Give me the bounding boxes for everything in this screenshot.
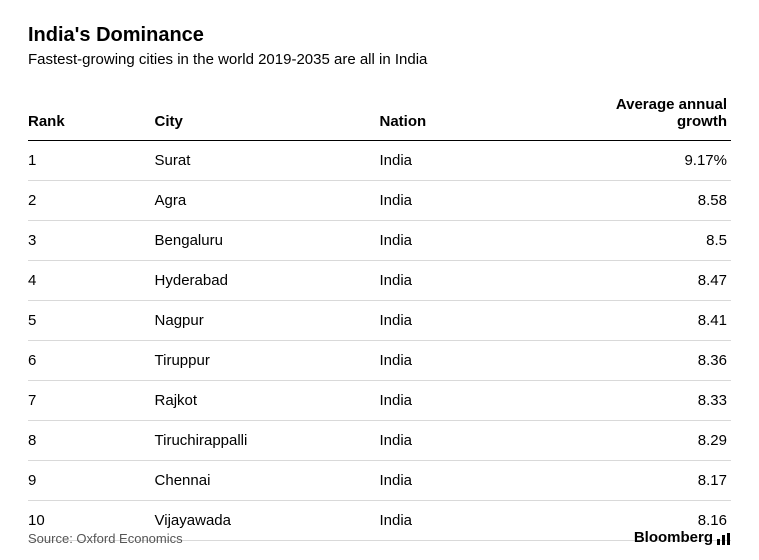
brand-text: Bloomberg bbox=[634, 529, 713, 546]
table-row: 8TiruchirappalliIndia8.29 bbox=[28, 421, 731, 461]
col-header-city: City bbox=[155, 86, 380, 141]
table-cell: 4 bbox=[28, 261, 155, 301]
table-cell: India bbox=[379, 461, 576, 501]
table-cell: Bengaluru bbox=[155, 221, 380, 261]
table-cell: Rajkot bbox=[155, 381, 380, 421]
table-cell: India bbox=[379, 181, 576, 221]
table-cell: 5 bbox=[28, 301, 155, 341]
table-cell: 8.17 bbox=[576, 461, 731, 501]
cities-table: Rank City Nation Average annual growth 1… bbox=[28, 86, 731, 541]
table-row: 9ChennaiIndia8.17 bbox=[28, 461, 731, 501]
brand-label: Bloomberg bbox=[634, 529, 731, 546]
table-cell: 9 bbox=[28, 461, 155, 501]
table-cell: Tiruppur bbox=[155, 341, 380, 381]
table-cell: Nagpur bbox=[155, 301, 380, 341]
table-row: 5NagpurIndia8.41 bbox=[28, 301, 731, 341]
source-label: Source: Oxford Economics bbox=[28, 531, 183, 546]
table-cell: 8.58 bbox=[576, 181, 731, 221]
page-subtitle: Fastest-growing cities in the world 2019… bbox=[28, 51, 731, 68]
brand-icon bbox=[717, 532, 731, 544]
table-cell: Tiruchirappalli bbox=[155, 421, 380, 461]
table-row: 1SuratIndia9.17% bbox=[28, 141, 731, 181]
table-cell: 8.47 bbox=[576, 261, 731, 301]
table-cell: India bbox=[379, 261, 576, 301]
table-cell: 9.17% bbox=[576, 141, 731, 181]
table-cell: 6 bbox=[28, 341, 155, 381]
table-cell: India bbox=[379, 301, 576, 341]
table-cell: 2 bbox=[28, 181, 155, 221]
table-row: 6TiruppurIndia8.36 bbox=[28, 341, 731, 381]
table-cell: Agra bbox=[155, 181, 380, 221]
table-cell: 8 bbox=[28, 421, 155, 461]
table-cell: Hyderabad bbox=[155, 261, 380, 301]
table-cell: Surat bbox=[155, 141, 380, 181]
table-header-row: Rank City Nation Average annual growth bbox=[28, 86, 731, 141]
table-row: 2AgraIndia8.58 bbox=[28, 181, 731, 221]
table-row: 7RajkotIndia8.33 bbox=[28, 381, 731, 421]
table-row: 4HyderabadIndia8.47 bbox=[28, 261, 731, 301]
col-header-growth: Average annual growth bbox=[576, 86, 731, 141]
table-cell: 3 bbox=[28, 221, 155, 261]
table-cell: India bbox=[379, 221, 576, 261]
col-header-nation: Nation bbox=[379, 86, 576, 141]
table-cell: 7 bbox=[28, 381, 155, 421]
table-cell: India bbox=[379, 141, 576, 181]
page-title: India's Dominance bbox=[28, 24, 731, 47]
table-cell: 8.5 bbox=[576, 221, 731, 261]
table-cell: Chennai bbox=[155, 461, 380, 501]
table-cell: India bbox=[379, 341, 576, 381]
table-row: 3BengaluruIndia8.5 bbox=[28, 221, 731, 261]
table-cell: 8.36 bbox=[576, 341, 731, 381]
table-cell: India bbox=[379, 421, 576, 461]
table-cell: 1 bbox=[28, 141, 155, 181]
col-header-rank: Rank bbox=[28, 86, 155, 141]
table-cell: 8.41 bbox=[576, 301, 731, 341]
table-cell: India bbox=[379, 381, 576, 421]
table-cell: 8.29 bbox=[576, 421, 731, 461]
table-cell: 8.33 bbox=[576, 381, 731, 421]
